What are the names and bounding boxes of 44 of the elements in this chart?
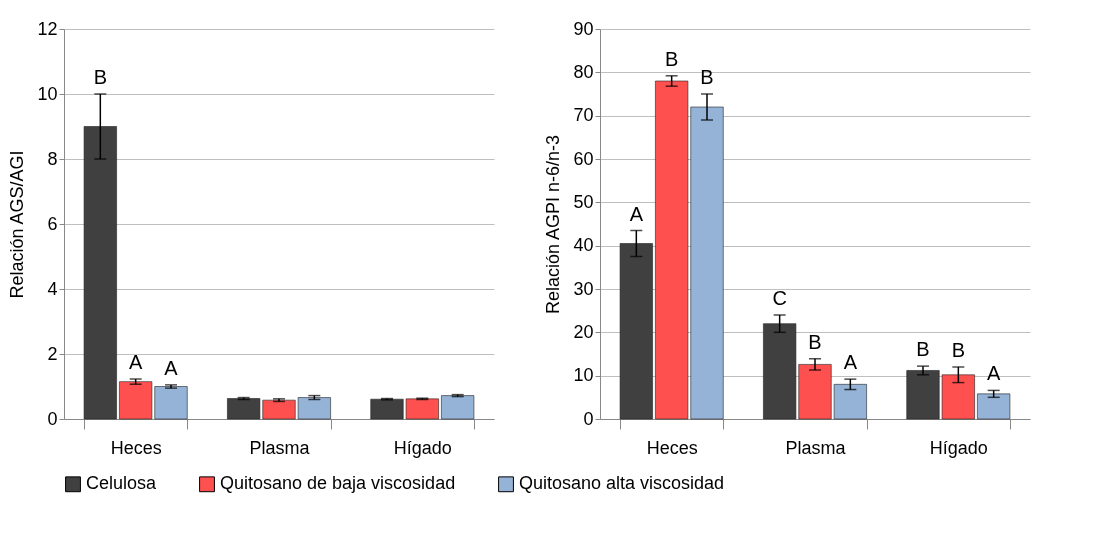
data-label: A — [629, 202, 644, 225]
y-tick-label: 0 — [47, 408, 58, 429]
x-tick-label: Hígado — [393, 437, 452, 458]
y-tick-label: 12 — [37, 18, 58, 39]
y-tick-label: 80 — [573, 61, 594, 82]
data-label: B — [93, 66, 107, 88]
legend-label: Celulosa — [86, 473, 158, 494]
legend-label: Quitosano alta viscosidad — [519, 473, 725, 494]
y-axis-title: Relación AGPI n-6/n-3 — [543, 134, 564, 315]
data-label: A — [843, 351, 858, 374]
bar — [619, 243, 653, 420]
data-label: C — [772, 287, 787, 309]
y-tick-label: 20 — [573, 321, 594, 342]
data-label: B — [700, 66, 714, 88]
bar — [977, 393, 1011, 420]
bar — [83, 126, 117, 420]
x-tick-label: Heces — [110, 437, 162, 458]
y-tick-label: 70 — [573, 105, 594, 126]
data-label: A — [128, 351, 143, 374]
data-label: B — [916, 338, 930, 361]
x-tick-label: Plasma — [249, 437, 311, 458]
x-tick-label: Plasma — [785, 437, 847, 458]
y-tick-label: 30 — [573, 278, 594, 299]
y-tick-label: 10 — [573, 365, 594, 386]
y-tick-label: 6 — [47, 213, 58, 234]
y-axis-title: Relación AGS/AGI — [7, 150, 28, 299]
y-tick-label: 50 — [573, 191, 594, 212]
bar — [441, 395, 475, 420]
y-tick-label: 40 — [573, 235, 594, 256]
y-tick-label: 8 — [47, 148, 58, 169]
data-label: A — [164, 356, 179, 379]
y-tick-label: 60 — [573, 148, 594, 169]
y-tick-label: 10 — [37, 83, 58, 104]
legend-label: Quitosano de baja viscosidad — [220, 473, 456, 494]
y-tick-label: 2 — [47, 343, 58, 364]
x-tick-label: Heces — [646, 437, 698, 458]
x-tick-label: Hígado — [929, 437, 988, 458]
y-tick-label: 90 — [573, 18, 594, 39]
y-tick-label: 0 — [583, 408, 594, 429]
y-tick-label: 4 — [47, 278, 58, 299]
data-label: B — [664, 47, 679, 70]
data-label: A — [987, 362, 1001, 385]
data-label: B — [808, 330, 822, 353]
data-label: B — [951, 339, 966, 361]
